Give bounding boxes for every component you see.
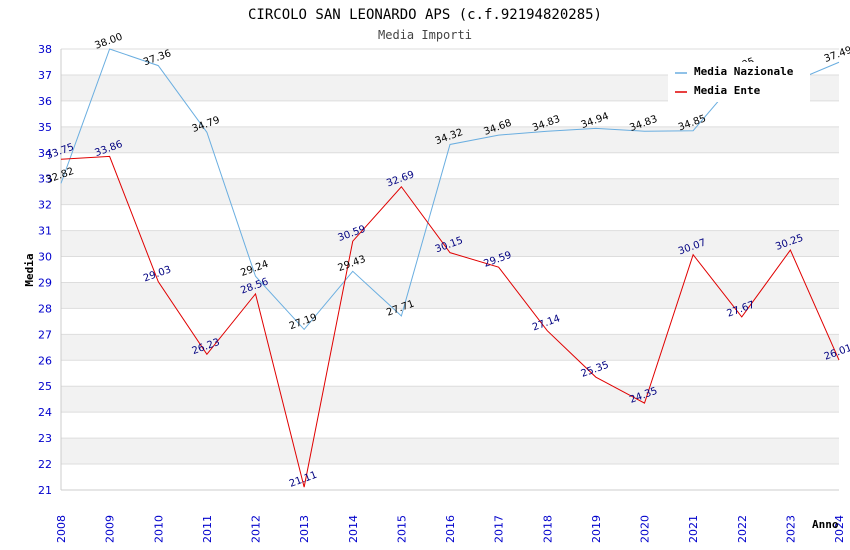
legend-box <box>668 62 810 102</box>
chart-title: CIRCOLO SAN LEONARDO APS (c.f.9219482028… <box>248 7 602 23</box>
y-tick-label: 35 <box>38 121 52 134</box>
y-tick-label: 37 <box>38 69 52 82</box>
x-axis: 2008 2009 2010 2011 2012 2013 2014 2015 2016 2017… <box>55 515 846 543</box>
series-line-ente <box>60 155 840 488</box>
grid-band <box>61 282 839 309</box>
grid-band <box>61 152 839 179</box>
series-lines <box>60 48 840 488</box>
x-tick-label: 2016 <box>444 515 457 543</box>
y-tick-label: 23 <box>38 432 52 445</box>
series-line-nazionale <box>60 48 840 331</box>
grid-band <box>61 334 839 361</box>
x-tick-label: 2020 <box>639 515 652 543</box>
y-tick-label: 26 <box>38 354 52 367</box>
grid-band <box>61 256 839 283</box>
x-tick-label: 2012 <box>250 515 263 543</box>
y-tick-label: 34 <box>38 147 52 160</box>
y-tick-label: 32 <box>38 199 52 212</box>
y-tick-label: 28 <box>38 302 52 315</box>
x-tick-label: 2011 <box>201 515 214 543</box>
grid-band <box>61 386 839 413</box>
grid-band <box>61 360 839 387</box>
x-tick-label: 2017 <box>493 515 506 543</box>
legend: Media Nazionale Media Ente <box>668 62 810 102</box>
grid-band <box>61 412 839 439</box>
grid-bands <box>60 48 839 491</box>
grid-band <box>61 308 839 335</box>
grid-band <box>61 464 839 490</box>
grid-band <box>61 438 839 465</box>
x-tick-label: 2013 <box>298 515 311 543</box>
grid-band <box>61 126 839 153</box>
legend-label-nazionale: Media Nazionale <box>694 65 794 78</box>
y-tick-label: 24 <box>38 406 52 419</box>
x-tick-label: 2024 <box>833 515 846 543</box>
x-tick-label: 2015 <box>395 515 408 543</box>
grid-band <box>61 100 839 127</box>
x-axis-label: Anno <box>812 518 839 531</box>
x-tick-label: 2018 <box>541 515 554 543</box>
y-tick-label: 31 <box>38 225 52 238</box>
x-tick-label: 2019 <box>590 515 603 543</box>
x-tick-label: 2008 <box>55 515 68 543</box>
y-tick-label: 38 <box>38 43 52 56</box>
grid-band <box>61 178 839 205</box>
x-tick-label: 2009 <box>104 515 117 543</box>
y-tick-label: 30 <box>38 251 52 264</box>
chart-subtitle: Media Importi <box>378 28 472 42</box>
x-tick-label: 2014 <box>347 515 360 543</box>
x-tick-label: 2022 <box>736 515 749 543</box>
y-axis: 21 22 23 24 25 26 27 28 29 30 31 32 33 34 35 36 37 38 <box>38 43 52 497</box>
y-tick-label: 27 <box>38 328 52 341</box>
y-tick-label: 36 <box>38 95 52 108</box>
legend-label-ente: Media Ente <box>694 84 761 97</box>
y-tick-label: 33 <box>38 173 52 186</box>
y-axis-label: Media <box>23 253 36 286</box>
y-tick-label: 21 <box>38 484 52 497</box>
grid-band <box>61 204 839 231</box>
y-tick-label: 25 <box>38 380 52 393</box>
x-tick-label: 2023 <box>784 515 797 543</box>
x-tick-label: 2010 <box>152 515 165 543</box>
y-tick-label: 29 <box>38 276 52 289</box>
y-tick-label: 22 <box>38 458 52 471</box>
x-tick-label: 2021 <box>687 515 700 543</box>
